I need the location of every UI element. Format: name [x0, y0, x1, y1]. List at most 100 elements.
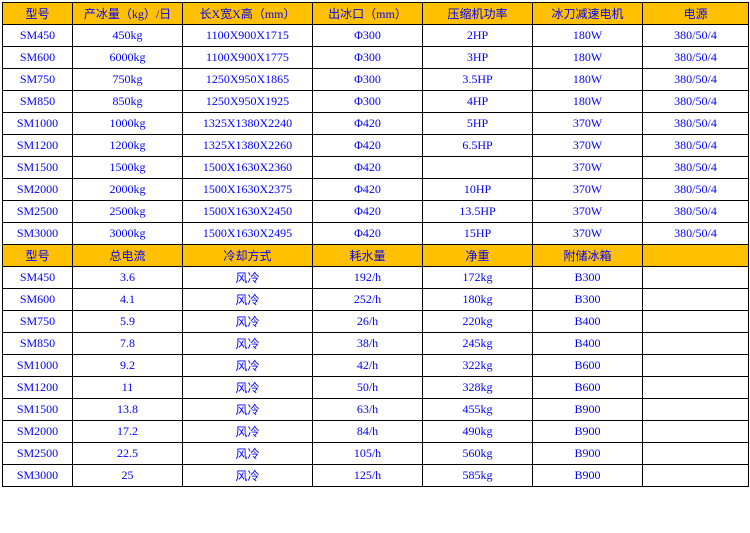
data-cell: 2000kg — [73, 179, 183, 201]
data-cell: 850kg — [73, 91, 183, 113]
data-cell: 180W — [533, 25, 643, 47]
data-cell: 125/h — [313, 465, 423, 487]
data-cell: Φ420 — [313, 201, 423, 223]
data-cell: 4.1 — [73, 289, 183, 311]
table-row: SM12001200kg1325X1380X2260Φ4206.5HP370W3… — [3, 135, 749, 157]
data-cell: 6.5HP — [423, 135, 533, 157]
data-cell: 370W — [533, 157, 643, 179]
data-cell: SM1200 — [3, 135, 73, 157]
data-cell: SM3000 — [3, 465, 73, 487]
data-cell: 风冷 — [183, 421, 313, 443]
data-cell: 5HP — [423, 113, 533, 135]
header-cell: 型号 — [3, 245, 73, 267]
data-cell: 180W — [533, 91, 643, 113]
data-cell: B300 — [533, 289, 643, 311]
table-row: SM7505.9风冷26/h220kgB400 — [3, 311, 749, 333]
data-cell: 3.5HP — [423, 69, 533, 91]
data-cell: 9.2 — [73, 355, 183, 377]
data-cell: Φ300 — [313, 91, 423, 113]
table-row: SM120011风冷50/h328kgB600 — [3, 377, 749, 399]
data-cell: 380/50/4 — [643, 113, 749, 135]
table-row: SM450450kg1100X900X1715Φ3002HP180W380/50… — [3, 25, 749, 47]
data-cell: 1250X950X1865 — [183, 69, 313, 91]
data-cell: 180W — [533, 47, 643, 69]
data-cell: 105/h — [313, 443, 423, 465]
data-cell: Φ300 — [313, 25, 423, 47]
data-cell: SM600 — [3, 289, 73, 311]
data-cell: Φ420 — [313, 179, 423, 201]
data-cell — [643, 311, 749, 333]
data-cell: 26/h — [313, 311, 423, 333]
table-row: SM4503.6风冷192/h172kgB300 — [3, 267, 749, 289]
data-cell: 1100X900X1715 — [183, 25, 313, 47]
data-cell: 370W — [533, 179, 643, 201]
data-cell: B900 — [533, 399, 643, 421]
data-cell: 2HP — [423, 25, 533, 47]
data-cell: 455kg — [423, 399, 533, 421]
data-cell — [643, 443, 749, 465]
data-cell: 6000kg — [73, 47, 183, 69]
data-cell: 风冷 — [183, 311, 313, 333]
data-cell: 380/50/4 — [643, 69, 749, 91]
data-cell — [643, 267, 749, 289]
data-cell: 风冷 — [183, 465, 313, 487]
data-cell: 450kg — [73, 25, 183, 47]
data-cell: 1500X1630X2360 — [183, 157, 313, 179]
data-cell: 22.5 — [73, 443, 183, 465]
spec-table: 型号产冰量（kg）/日长X宽X高（mm）出冰口（mm）压缩机功率冰刀减速电机电源… — [2, 2, 749, 487]
data-cell: SM2500 — [3, 443, 73, 465]
data-cell: 1200kg — [73, 135, 183, 157]
data-cell: 15HP — [423, 223, 533, 245]
data-cell: 380/50/4 — [643, 135, 749, 157]
header-cell: 长X宽X高（mm） — [183, 3, 313, 25]
data-cell: 10HP — [423, 179, 533, 201]
table-row: SM25002500kg1500X1630X2450Φ42013.5HP370W… — [3, 201, 749, 223]
data-cell: 5.9 — [73, 311, 183, 333]
data-cell — [643, 333, 749, 355]
data-cell — [643, 289, 749, 311]
data-cell: B900 — [533, 421, 643, 443]
data-cell: SM750 — [3, 311, 73, 333]
data-cell: 50/h — [313, 377, 423, 399]
data-cell: 380/50/4 — [643, 25, 749, 47]
data-cell: SM2500 — [3, 201, 73, 223]
data-cell: 370W — [533, 223, 643, 245]
data-cell: 380/50/4 — [643, 223, 749, 245]
data-cell: SM1500 — [3, 157, 73, 179]
data-cell — [423, 157, 533, 179]
table-row: SM10009.2风冷42/h322kgB600 — [3, 355, 749, 377]
data-cell: 328kg — [423, 377, 533, 399]
data-cell: 370W — [533, 135, 643, 157]
data-cell: 380/50/4 — [643, 47, 749, 69]
data-cell: SM600 — [3, 47, 73, 69]
data-cell: SM2000 — [3, 179, 73, 201]
header-cell: 压缩机功率 — [423, 3, 533, 25]
data-cell: 380/50/4 — [643, 91, 749, 113]
data-cell: 192/h — [313, 267, 423, 289]
data-cell: 560kg — [423, 443, 533, 465]
data-cell: 220kg — [423, 311, 533, 333]
header-cell: 冰刀减速电机 — [533, 3, 643, 25]
data-cell: B400 — [533, 333, 643, 355]
data-cell: SM850 — [3, 333, 73, 355]
data-cell: Φ420 — [313, 223, 423, 245]
data-cell: SM1200 — [3, 377, 73, 399]
data-cell: B600 — [533, 355, 643, 377]
table-row: SM6006000kg1100X900X1775Φ3003HP180W380/5… — [3, 47, 749, 69]
data-cell: 38/h — [313, 333, 423, 355]
data-cell: Φ300 — [313, 47, 423, 69]
data-cell: 风冷 — [183, 377, 313, 399]
data-cell: 180kg — [423, 289, 533, 311]
data-cell — [643, 465, 749, 487]
data-cell: 490kg — [423, 421, 533, 443]
table-row: SM15001500kg1500X1630X2360Φ420370W380/50… — [3, 157, 749, 179]
table-row: SM850850kg1250X950X1925Φ3004HP180W380/50… — [3, 91, 749, 113]
data-cell: 370W — [533, 113, 643, 135]
data-cell: 1250X950X1925 — [183, 91, 313, 113]
data-cell: SM1000 — [3, 113, 73, 135]
data-cell — [643, 377, 749, 399]
data-cell: 风冷 — [183, 355, 313, 377]
data-cell: 63/h — [313, 399, 423, 421]
data-cell: B400 — [533, 311, 643, 333]
data-cell: 1325X1380X2260 — [183, 135, 313, 157]
